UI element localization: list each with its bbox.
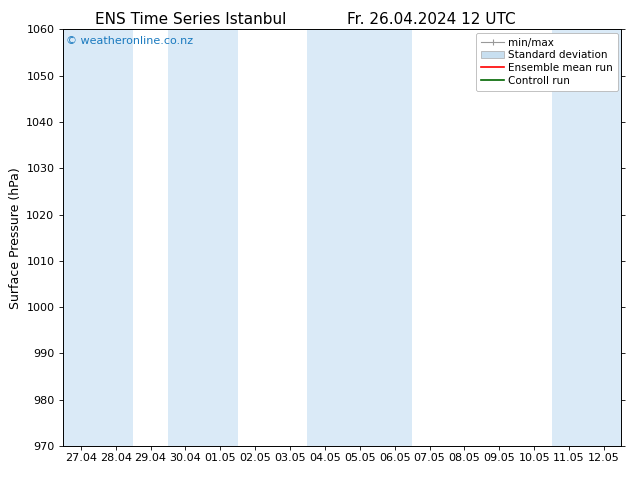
Text: Fr. 26.04.2024 12 UTC: Fr. 26.04.2024 12 UTC <box>347 12 515 27</box>
Y-axis label: Surface Pressure (hPa): Surface Pressure (hPa) <box>9 167 22 309</box>
Text: © weatheronline.co.nz: © weatheronline.co.nz <box>66 36 193 46</box>
Bar <box>552 29 586 446</box>
Bar <box>342 29 377 446</box>
Bar <box>63 29 98 446</box>
Bar <box>98 29 133 446</box>
Bar <box>586 29 621 446</box>
Bar <box>168 29 203 446</box>
Bar <box>203 29 238 446</box>
Legend: min/max, Standard deviation, Ensemble mean run, Controll run: min/max, Standard deviation, Ensemble me… <box>476 32 618 91</box>
Bar <box>307 29 342 446</box>
Text: ENS Time Series Istanbul: ENS Time Series Istanbul <box>94 12 286 27</box>
Bar <box>377 29 412 446</box>
